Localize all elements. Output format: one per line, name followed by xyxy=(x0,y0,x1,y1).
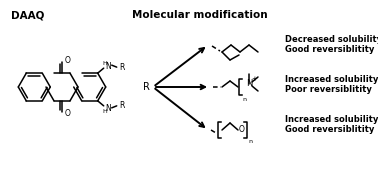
Text: N: N xyxy=(246,80,252,89)
Text: R: R xyxy=(120,101,125,110)
Text: n: n xyxy=(242,97,246,102)
Text: N: N xyxy=(105,62,111,71)
Text: +: + xyxy=(251,76,257,82)
Text: H: H xyxy=(103,61,107,66)
Text: Molecular modification: Molecular modification xyxy=(132,10,268,20)
Text: N: N xyxy=(105,104,111,113)
Text: n: n xyxy=(248,139,252,144)
Text: DAAQ: DAAQ xyxy=(11,10,45,20)
Text: O: O xyxy=(239,125,245,134)
Text: Increased solubility: Increased solubility xyxy=(285,75,378,84)
Text: O: O xyxy=(65,109,71,118)
Text: Increased solubility: Increased solubility xyxy=(285,115,378,124)
Text: Good reversiblitity: Good reversiblitity xyxy=(285,125,374,134)
Text: Good reversiblitity: Good reversiblitity xyxy=(285,46,374,55)
Text: Decreased solubility: Decreased solubility xyxy=(285,36,378,45)
Text: R: R xyxy=(143,82,150,92)
Text: R: R xyxy=(120,63,125,72)
Text: O: O xyxy=(65,56,71,65)
Text: Poor reversiblitity: Poor reversiblitity xyxy=(285,86,372,95)
Text: H: H xyxy=(103,109,107,114)
